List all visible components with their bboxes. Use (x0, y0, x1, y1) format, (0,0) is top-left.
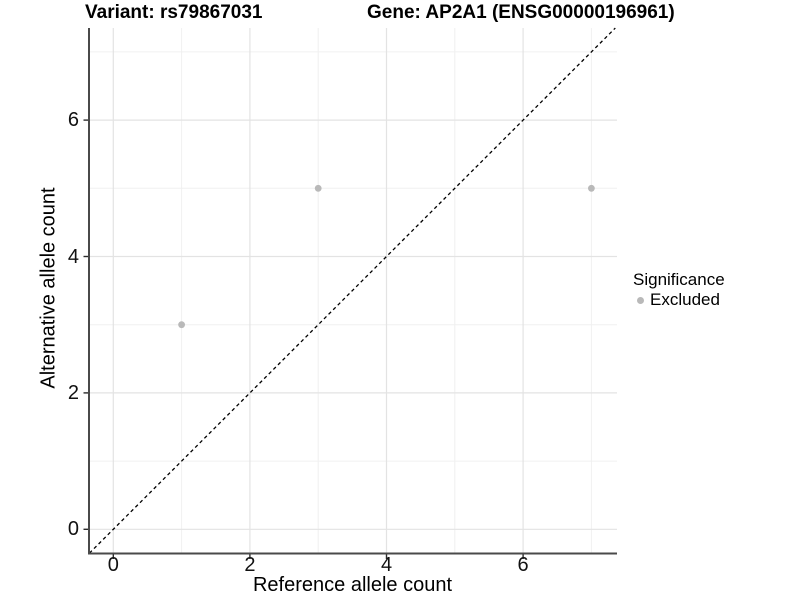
legend-point-icon (637, 296, 644, 304)
y-axis-title: Alternative allele count (37, 187, 60, 389)
legend-entry-label: Excluded (650, 290, 720, 309)
x-tick-label: 6 (517, 554, 529, 576)
y-tick-label: 0 (67, 518, 79, 541)
x-tick-label: 0 (107, 554, 119, 576)
y-tick-label: 4 (67, 245, 79, 268)
legend-entry-excluded: Excluded (633, 290, 725, 310)
x-tick-label: 4 (380, 554, 393, 576)
identity-line (88, 27, 616, 554)
data-point (178, 321, 186, 329)
data-point (588, 184, 595, 192)
y-tick-label: 6 (67, 109, 79, 132)
plot-title-gene: Gene: AP2A1 (ENSG00000196961) (367, 2, 675, 23)
legend: Significance Excluded (633, 270, 725, 310)
x-axis-title: Reference allele count (252, 574, 452, 596)
legend-title: Significance (633, 270, 725, 289)
x-tick-label: 2 (244, 554, 256, 576)
data-point (314, 184, 322, 192)
y-tick-label: 2 (67, 381, 79, 404)
plot-title-variant: Variant: rs79867031 (85, 2, 263, 23)
